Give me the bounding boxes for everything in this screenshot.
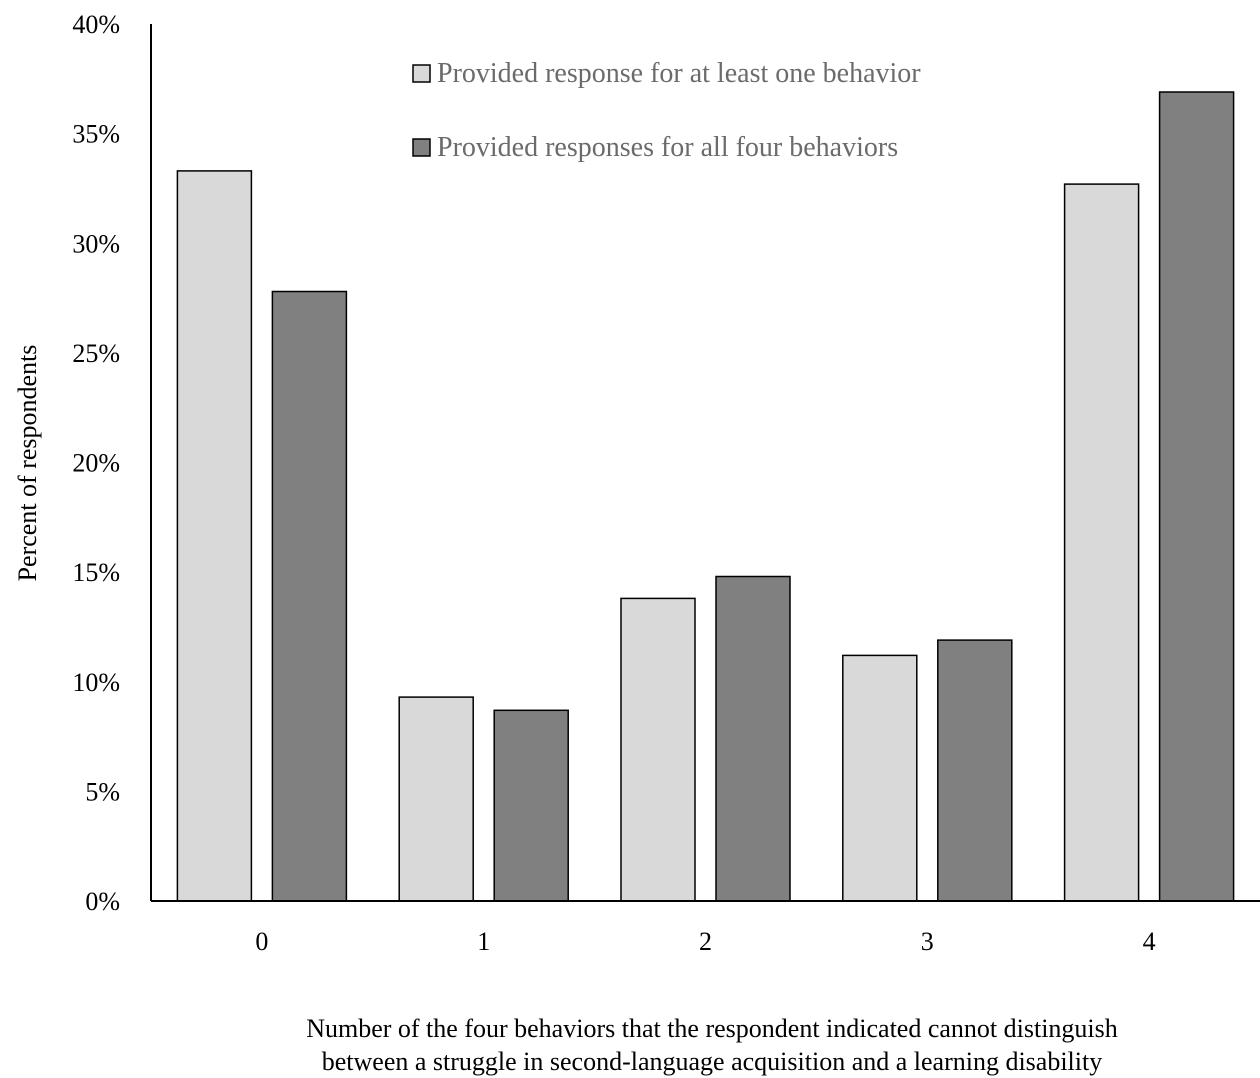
legend-label-series-2: Provided responses for all four behavior…	[437, 132, 898, 163]
x-axis-title-line-1: Number of the four behaviors that the re…	[306, 1014, 1118, 1043]
bar-series-2-category-2	[715, 575, 791, 902]
y-tick-label: 35%	[72, 120, 120, 149]
bar-series-1-category-4	[1063, 183, 1140, 902]
legend-swatch-series-1	[412, 64, 431, 83]
y-tick-label: 25%	[72, 339, 120, 368]
bar-series-1-category-0	[176, 170, 253, 902]
y-tick-label: 10%	[72, 668, 120, 697]
y-axis-title: Percent of respondents	[13, 345, 42, 582]
y-tick-label: 40%	[72, 10, 120, 39]
legend-label-series-1: Provided response for at least one behav…	[437, 58, 921, 89]
bar-series-2-category-1	[493, 709, 569, 902]
bars-layer	[176, 91, 1235, 902]
y-tick-label: 5%	[85, 777, 120, 806]
legend-swatch-series-2	[412, 138, 431, 157]
x-tick-label: 2	[699, 927, 712, 956]
x-tick-label: 3	[921, 927, 934, 956]
y-tick-label: 30%	[72, 229, 120, 258]
y-tick-label: 0%	[85, 887, 120, 916]
bar-series-1-category-2	[620, 597, 696, 902]
y-tick-label: 15%	[72, 558, 120, 587]
bar-series-1-category-1	[398, 696, 474, 902]
x-tick-label: 0	[255, 927, 268, 956]
y-tick-label: 20%	[72, 449, 120, 478]
legend: Provided response for at least one behav…	[412, 58, 921, 163]
x-tick-labels: 0 1 2 3 4	[255, 927, 1155, 956]
x-tick-label: 1	[477, 927, 490, 956]
x-tick-label: 4	[1143, 927, 1156, 956]
bar-series-2-category-0	[271, 290, 348, 902]
y-tick-labels: 0% 5% 10% 15% 20% 25% 30% 35% 40%	[72, 10, 120, 916]
bar-series-2-category-4	[1158, 91, 1235, 902]
x-axis-title-line-2: between a struggle in second-language ac…	[322, 1047, 1102, 1076]
bar-series-1-category-3	[842, 654, 918, 902]
bar-series-2-category-3	[937, 639, 1013, 902]
